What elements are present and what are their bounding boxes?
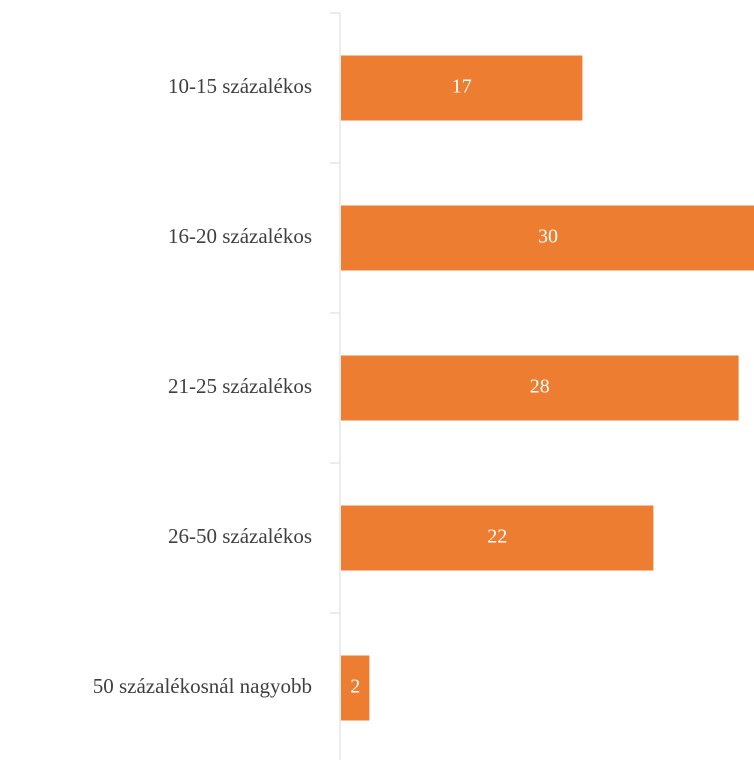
bar bbox=[341, 655, 370, 721]
value-label: 2 bbox=[350, 676, 360, 698]
category-label: 50 százalékosnál nagyobb bbox=[93, 674, 312, 698]
category-label: 21-25 százalékos bbox=[168, 374, 312, 398]
bar bbox=[341, 205, 754, 271]
category-label: 10-15 százalékos bbox=[168, 74, 312, 98]
value-label: 22 bbox=[487, 526, 507, 548]
bar bbox=[341, 355, 739, 421]
value-label: 30 bbox=[538, 226, 558, 248]
bar bbox=[341, 505, 654, 571]
category-label: 26-50 százalékos bbox=[168, 524, 312, 548]
bar bbox=[341, 55, 583, 121]
value-label: 28 bbox=[530, 376, 550, 398]
value-label: 17 bbox=[452, 76, 472, 98]
category-label: 16-20 százalékos bbox=[168, 224, 312, 248]
